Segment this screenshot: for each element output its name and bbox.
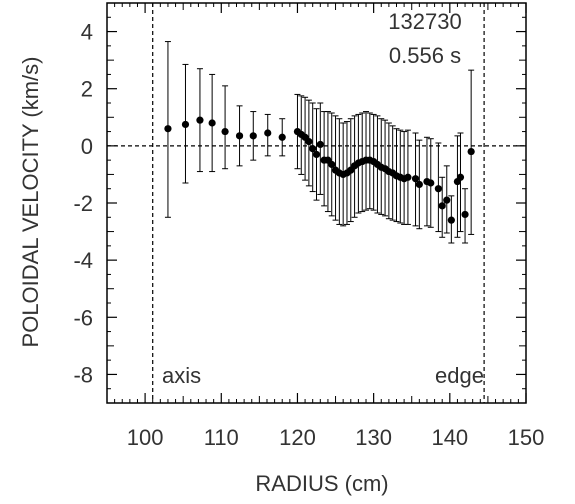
data-point bbox=[411, 175, 420, 183]
data-point bbox=[316, 140, 324, 149]
data-point bbox=[305, 137, 313, 146]
data-point bbox=[427, 179, 435, 187]
data-point bbox=[164, 125, 172, 133]
y-tick-label: 0 bbox=[81, 134, 93, 159]
data-point bbox=[278, 133, 286, 141]
x-tick-label: 140 bbox=[431, 425, 468, 450]
edge-annotation: edge bbox=[435, 363, 484, 388]
data-point bbox=[264, 129, 272, 137]
x-axis-label: RADIUS (cm) bbox=[255, 471, 388, 496]
data-point bbox=[328, 160, 336, 169]
y-tick-label: 4 bbox=[81, 20, 93, 45]
data-point bbox=[312, 150, 321, 159]
reference-lines bbox=[107, 3, 526, 403]
data-point bbox=[309, 145, 317, 153]
shot-number-annotation: 132730 bbox=[388, 9, 461, 34]
data-point bbox=[404, 173, 412, 181]
time-annotation: 0.556 s bbox=[389, 43, 461, 68]
data-point bbox=[461, 210, 469, 219]
data-point bbox=[181, 120, 190, 129]
data-point bbox=[208, 119, 216, 127]
y-tick-label: -8 bbox=[73, 362, 93, 387]
y-tick-labels: 4 2 0 -2 -4 -6 -8 bbox=[73, 20, 93, 388]
x-tick-labels: 100 110 120 130 140 150 bbox=[127, 425, 545, 450]
x-tick-label: 120 bbox=[279, 425, 316, 450]
x-tick-label: 130 bbox=[355, 425, 392, 450]
data-markers bbox=[164, 116, 475, 224]
data-point bbox=[196, 116, 204, 124]
data-point bbox=[443, 196, 451, 204]
data-point bbox=[415, 180, 423, 189]
y-tick-label: -4 bbox=[73, 248, 93, 273]
y-tick-label: -6 bbox=[73, 305, 93, 330]
data-point bbox=[438, 202, 446, 210]
data-point bbox=[235, 132, 244, 140]
y-axis-label: POLOIDAL VELOCITY (km/s) bbox=[18, 57, 43, 348]
axis-ticks bbox=[106, 2, 527, 404]
data-point bbox=[447, 216, 455, 224]
data-point bbox=[456, 173, 465, 181]
data-point bbox=[467, 147, 475, 156]
x-tick-label: 150 bbox=[508, 425, 545, 450]
x-tick-label: 100 bbox=[127, 425, 164, 450]
axis-annotation: axis bbox=[162, 363, 201, 388]
x-tick-label: 110 bbox=[204, 425, 239, 450]
data-point bbox=[434, 185, 442, 193]
plot-frame bbox=[106, 2, 527, 404]
y-tick-label: -2 bbox=[73, 191, 93, 216]
y-tick-label: 2 bbox=[81, 77, 93, 102]
data-point bbox=[249, 132, 257, 140]
data-point bbox=[221, 127, 229, 136]
